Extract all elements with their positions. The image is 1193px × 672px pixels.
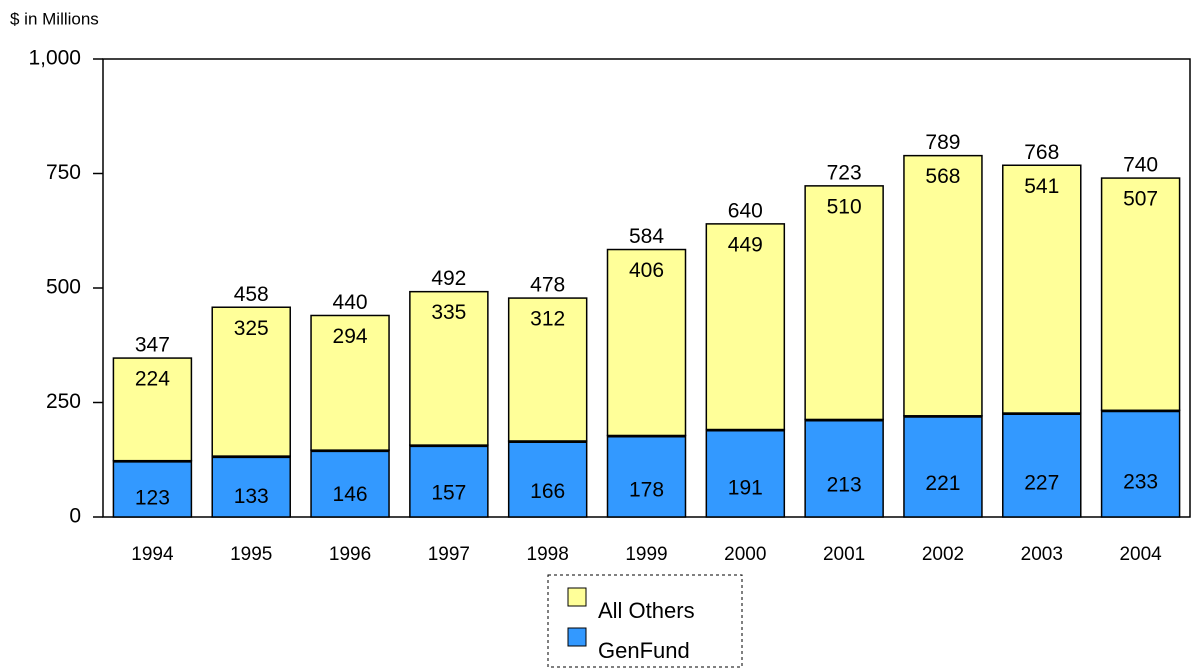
y-tick-label: 750: [46, 161, 81, 184]
x-tick-label: 2000: [724, 544, 766, 565]
value-label: 213: [827, 473, 862, 496]
value-label: 541: [1024, 175, 1059, 198]
value-label: 224: [135, 368, 170, 391]
bar-segment: [1002, 164, 1082, 414]
total-label: 640: [728, 199, 763, 222]
total-label: 440: [333, 291, 368, 314]
x-tick-label: 1997: [428, 544, 470, 565]
value-label: 157: [431, 482, 466, 505]
x-tick-label: 2004: [1119, 544, 1162, 565]
bar-segment: [705, 223, 786, 431]
value-label: 233: [1123, 470, 1158, 493]
total-label: 768: [1024, 141, 1059, 164]
value-label: 191: [728, 477, 763, 500]
bar-segment: [507, 297, 588, 442]
x-tick-label: 2001: [823, 544, 865, 565]
bar-segment: [211, 455, 291, 518]
value-label: 123: [135, 487, 170, 510]
bar-segment: [409, 290, 489, 446]
value-label: 325: [234, 317, 269, 340]
total-label: 789: [925, 131, 960, 154]
bar-segment: [112, 357, 193, 462]
value-label: 227: [1024, 471, 1059, 494]
y-axis-label: $ in Millions: [10, 9, 99, 28]
bar-segment: [903, 154, 983, 417]
y-tick-label: 250: [46, 390, 81, 413]
y-tick-label: 500: [46, 276, 81, 299]
bar-segment: [606, 434, 687, 518]
total-label: 347: [135, 334, 170, 357]
bar-segment: [804, 185, 884, 421]
total-label: 723: [827, 161, 862, 184]
value-label: 146: [333, 483, 368, 506]
bar-segment: [903, 415, 983, 518]
bar-segment: [1100, 177, 1181, 412]
total-label: 584: [629, 225, 664, 248]
legend-label: GenFund: [598, 638, 690, 663]
bar-segment: [804, 418, 884, 518]
value-label: 294: [333, 325, 368, 348]
value-label: 221: [925, 472, 960, 495]
bar-segment: [409, 444, 489, 518]
total-label: 478: [530, 274, 565, 297]
y-tick-label: 0: [69, 505, 81, 528]
bar-segment: [211, 306, 291, 457]
legend-label: All Others: [598, 598, 695, 623]
value-label: 406: [629, 259, 664, 282]
value-label: 312: [530, 308, 565, 331]
total-label: 492: [431, 267, 466, 290]
value-label: 510: [827, 195, 862, 218]
value-label: 178: [629, 478, 664, 501]
bar-segment: [1002, 412, 1082, 518]
bar-segment: [310, 314, 390, 451]
bar-segment: [705, 428, 786, 518]
value-label: 568: [925, 165, 960, 188]
x-tick-label: 2003: [1021, 544, 1063, 565]
bar-segment: [1100, 409, 1181, 518]
x-tick-label: 2002: [922, 544, 964, 565]
legend-swatch: [567, 627, 587, 647]
bar-segment: [606, 248, 687, 437]
value-label: 335: [431, 301, 466, 324]
bar-segment: [507, 440, 588, 518]
value-label: 449: [728, 233, 763, 256]
legend-swatch: [567, 587, 587, 607]
y-tick-label: 1,000: [28, 47, 81, 70]
bar-segment: [310, 449, 390, 518]
x-tick-label: 1999: [625, 544, 667, 565]
total-label: 458: [234, 283, 269, 306]
x-tick-label: 1994: [131, 544, 174, 565]
value-label: 133: [234, 485, 269, 508]
x-tick-label: 1998: [527, 544, 569, 565]
x-tick-label: 1995: [230, 544, 272, 565]
total-label: 740: [1123, 154, 1158, 177]
x-tick-label: 1996: [329, 544, 371, 565]
value-label: 507: [1123, 188, 1158, 211]
value-label: 166: [530, 480, 565, 503]
